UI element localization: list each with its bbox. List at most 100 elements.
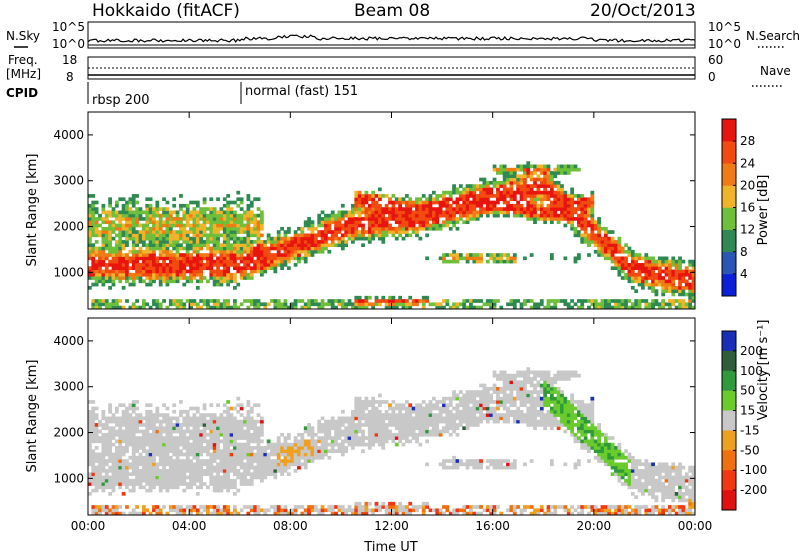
power-cell [367,217,372,221]
power-cell [229,253,234,257]
velocity-cell [303,462,308,467]
power-cell [529,174,534,179]
power-cell [192,256,197,261]
power-cell [216,249,220,254]
velocity-cell [425,426,429,431]
power-cell [455,302,460,307]
power-cell [512,177,517,182]
velocity-cell [165,511,170,516]
power-cell [185,299,190,303]
power-cell [158,302,163,307]
velocity-cell [98,462,102,467]
velocity-cell [158,488,163,493]
power-cell [617,302,622,307]
power-cell [148,240,153,244]
power-cell [371,213,376,218]
power-cell [506,259,510,264]
velocity-cell [310,452,315,457]
power-cell [469,217,473,221]
power-cell [138,253,143,257]
power-cell [479,299,483,303]
velocity-cell [212,429,217,434]
power-cell [549,210,554,215]
velocity-cell [209,462,214,467]
power-cell [597,246,601,251]
velocity-cell [219,419,224,424]
power-cell [428,217,433,221]
velocity-cell [286,446,291,450]
power-cell [114,266,119,270]
power-cell [519,164,524,169]
velocity-cell [378,429,382,434]
power-cell [226,217,231,221]
power-cell [492,184,497,188]
power-cell [506,167,510,172]
power-cell [351,203,355,208]
velocity-cell [104,459,109,463]
velocity-cell [435,413,440,417]
velocity-cell [179,508,183,513]
power-cell [286,236,291,241]
power-cell [347,226,352,231]
power-cell [445,207,450,211]
power-cell [290,246,295,251]
power-cell [563,223,568,228]
power-cell [539,190,544,195]
velocity-cell [445,413,450,417]
power-cell [229,230,234,234]
power-cell [303,253,308,257]
velocity-cell [364,501,369,506]
power-cell [148,282,153,287]
velocity-cell [141,475,146,480]
velocity-cell [158,508,163,513]
power-cell [603,249,608,254]
power-cell [108,203,112,208]
velocity-cell [344,439,349,444]
velocity-cell [351,409,355,414]
velocity-cell [192,406,197,411]
power-cell [455,305,460,310]
velocity-cell [101,416,106,421]
velocity-cell [199,482,204,486]
velocity-cell [155,442,160,447]
velocity-cell [189,406,193,411]
power-cell [168,299,173,303]
power-cell [344,243,349,248]
power-cell [597,230,601,234]
velocity-cell [168,423,173,427]
power-cell [114,226,119,231]
power-cell [681,276,686,280]
power-cell [195,233,200,238]
power-cell [681,272,686,277]
velocity-cell [418,442,423,447]
velocity-cell [182,508,187,513]
power-cell [121,230,126,234]
velocity-cell [152,439,156,444]
power-cell [175,266,180,270]
power-cell [391,226,396,231]
power-cell [563,197,568,202]
power-cell [378,217,382,221]
power-cell [354,236,359,241]
velocity-cell [114,475,119,480]
power-cell [141,223,146,228]
power-cell [580,197,585,202]
velocity-cell [374,429,379,434]
power-cell [526,164,531,169]
power-cell [570,305,574,310]
power-cell [94,233,99,238]
power-cell [239,302,244,307]
velocity-cell [351,416,355,421]
velocity-cell [162,472,166,476]
velocity-cell [455,409,460,414]
power-cell [384,223,389,228]
velocity-cell [442,429,446,434]
velocity-cell [448,465,453,470]
velocity-cell [148,423,153,427]
power-cell [458,190,463,195]
velocity-cell [378,505,382,509]
power-cell [539,167,544,172]
power-cell [576,213,581,218]
power-cell [485,190,490,195]
power-cell [684,272,689,277]
